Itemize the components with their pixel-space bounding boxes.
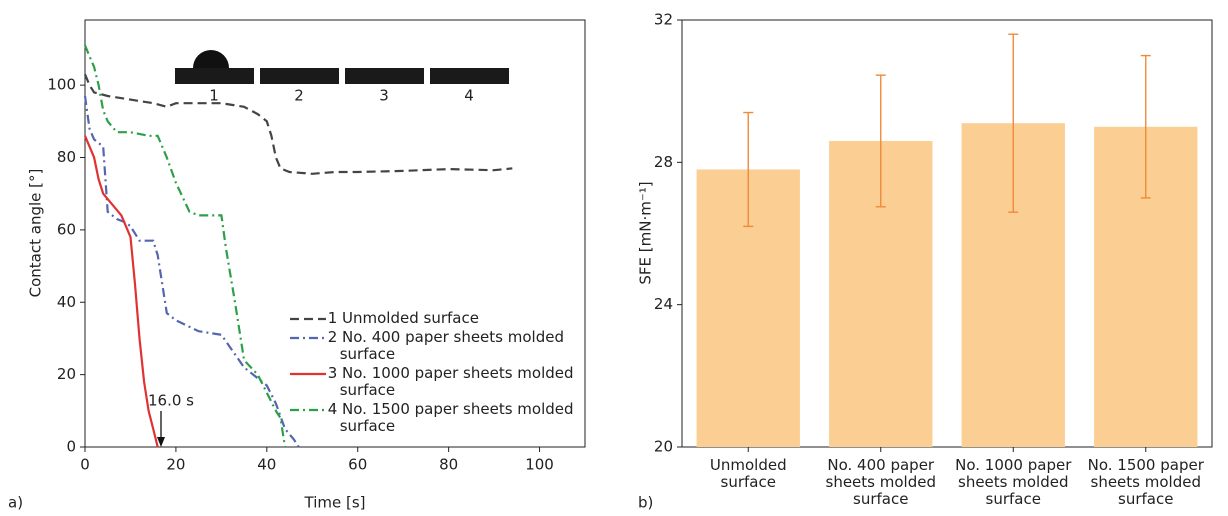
legend-label: 1 Unmolded surface bbox=[327, 309, 479, 327]
panel-label: a) bbox=[8, 494, 23, 512]
axes-frame bbox=[84, 19, 586, 448]
inset-image bbox=[175, 68, 254, 84]
x-tick-label: 20 bbox=[166, 456, 185, 474]
arrow-head bbox=[157, 437, 165, 447]
legend-swatch bbox=[290, 336, 326, 340]
inset-label: 4 bbox=[464, 87, 474, 105]
y-tick-label: 100 bbox=[47, 76, 76, 94]
legend-item: 4 No. 1500 paper sheets molded surface bbox=[288, 401, 588, 435]
y-tick-label: 80 bbox=[57, 148, 76, 166]
inset-image bbox=[345, 68, 424, 84]
y-tick-label: 28 bbox=[654, 153, 673, 171]
legend-label: 3 No. 1000 paper sheets molded surface bbox=[327, 364, 574, 399]
y-tick-label: 20 bbox=[654, 438, 673, 456]
annotation: 16.0 s bbox=[148, 392, 194, 410]
axes-frame bbox=[681, 19, 1213, 448]
x-tick-label: Unmolded surface bbox=[709, 456, 787, 491]
y-tick-label: 0 bbox=[66, 438, 76, 456]
y-tick-label: 20 bbox=[57, 365, 76, 383]
droplet bbox=[193, 50, 229, 68]
legend-item: 3 No. 1000 paper sheets molded surface bbox=[288, 365, 588, 399]
legend-item: 1 Unmolded surface bbox=[288, 310, 588, 327]
x-tick-label: 60 bbox=[348, 456, 367, 474]
y-axis-label: SFE [mN·m⁻¹] bbox=[637, 181, 655, 284]
panel-label: b) bbox=[638, 494, 653, 512]
error-bar bbox=[743, 111, 754, 228]
x-tick-label: No. 1000 paper sheets molded surface bbox=[955, 456, 1072, 508]
legend-swatch bbox=[290, 317, 326, 321]
error-bar bbox=[875, 74, 886, 208]
data-line bbox=[83, 44, 287, 448]
inset-label: 3 bbox=[379, 87, 389, 105]
error-bar bbox=[1008, 33, 1019, 213]
error-bar bbox=[1140, 54, 1151, 199]
x-tick-label: No. 400 paper sheets molded surface bbox=[825, 456, 936, 508]
y-tick-label: 32 bbox=[654, 11, 673, 29]
legend-swatch bbox=[290, 408, 326, 412]
y-tick-label: 24 bbox=[654, 295, 673, 313]
inset-label: 1 bbox=[209, 87, 219, 105]
x-tick-label: 100 bbox=[525, 456, 554, 474]
legend-item: 2 No. 400 paper sheets molded surface bbox=[288, 329, 588, 363]
legend-label: 2 No. 400 paper sheets molded surface bbox=[327, 328, 564, 363]
x-tick-label: 0 bbox=[80, 456, 90, 474]
x-tick-label: 80 bbox=[439, 456, 458, 474]
legend-swatch bbox=[290, 372, 326, 376]
legend: 1 Unmolded surface 2 No. 400 paper sheets… bbox=[288, 310, 588, 437]
x-tick-label: No. 1500 paper sheets molded surface bbox=[1087, 456, 1204, 508]
inset-label: 2 bbox=[294, 87, 304, 105]
y-axis-label: Contact angle [°] bbox=[27, 169, 45, 298]
inset-image bbox=[430, 68, 509, 84]
data-line bbox=[83, 135, 159, 448]
y-tick-label: 60 bbox=[57, 220, 76, 238]
x-tick-label: 40 bbox=[257, 456, 276, 474]
y-tick-label: 40 bbox=[57, 293, 76, 311]
legend-label: 4 No. 1500 paper sheets molded surface bbox=[327, 400, 574, 435]
x-axis-label: Time [s] bbox=[304, 494, 366, 512]
inset-image bbox=[260, 68, 339, 84]
